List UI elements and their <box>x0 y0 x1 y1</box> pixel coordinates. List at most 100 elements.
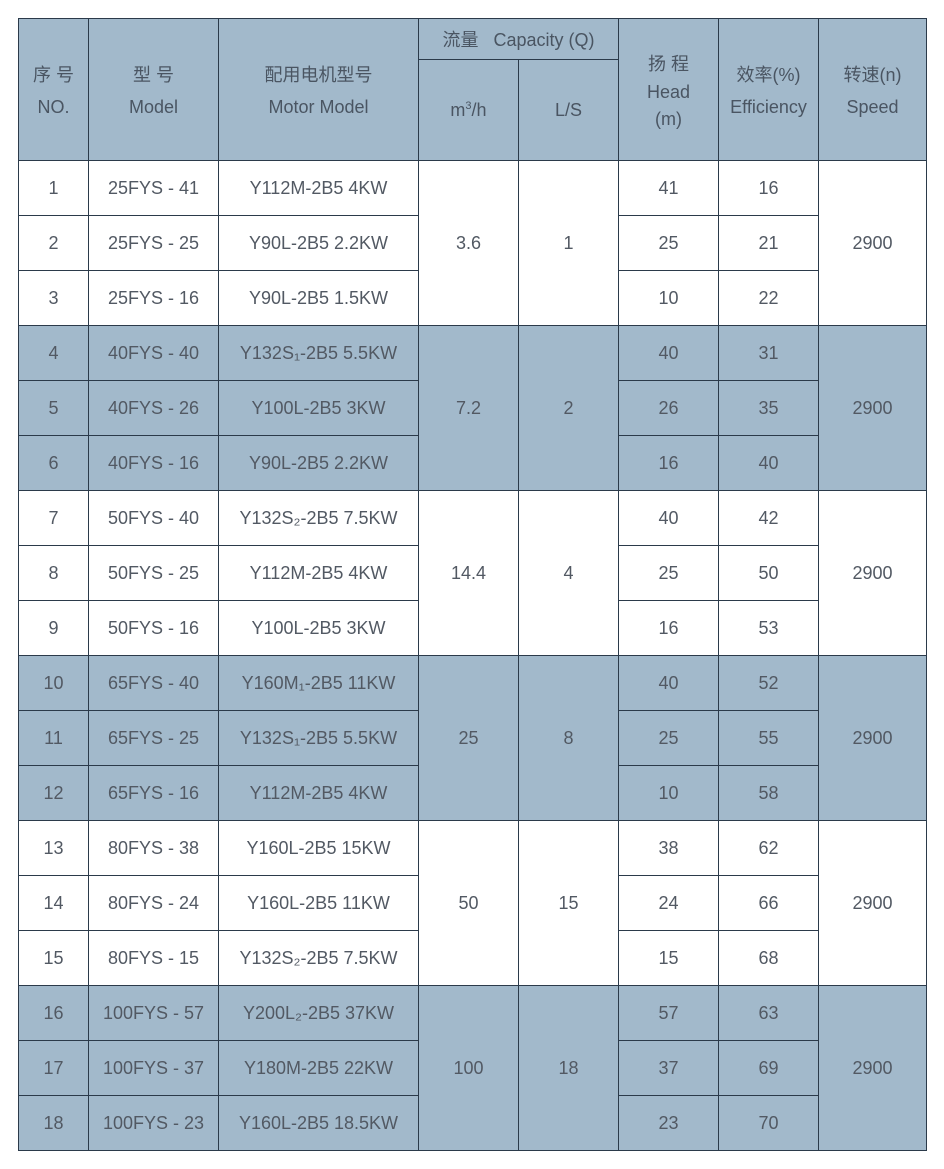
cell-head: 10 <box>619 766 719 821</box>
cell-motor: Y90L-2B5 1.5KW <box>219 271 419 326</box>
cell-no: 5 <box>19 381 89 436</box>
th-model-cn: 型 号 <box>89 61 218 87</box>
cell-no: 2 <box>19 216 89 271</box>
cell-head: 15 <box>619 931 719 986</box>
cell-eff: 42 <box>719 491 819 546</box>
cell-head: 57 <box>619 986 719 1041</box>
cell-m3h: 14.4 <box>419 491 519 656</box>
cell-speed: 2900 <box>819 986 927 1151</box>
th-speed-en: Speed <box>819 97 926 118</box>
th-model-en: Model <box>89 97 218 118</box>
th-speed: 转速(n) Speed <box>819 19 927 161</box>
cell-motor: Y180M-2B5 22KW <box>219 1041 419 1096</box>
th-capacity: 流量 Capacity (Q) <box>419 19 619 60</box>
cell-m3h: 50 <box>419 821 519 986</box>
cell-speed: 2900 <box>819 326 927 491</box>
th-no-cn: 序 号 <box>19 61 88 87</box>
cell-model: 50FYS - 25 <box>89 546 219 601</box>
cell-model: 100FYS - 57 <box>89 986 219 1041</box>
cell-eff: 21 <box>719 216 819 271</box>
cell-motor: Y132S₂-2B5 7.5KW <box>219 931 419 986</box>
cell-eff: 16 <box>719 161 819 216</box>
th-speed-cn: 转速(n) <box>819 61 926 87</box>
cell-head: 37 <box>619 1041 719 1096</box>
cell-head: 10 <box>619 271 719 326</box>
cell-eff: 22 <box>719 271 819 326</box>
cell-motor: Y90L-2B5 2.2KW <box>219 436 419 491</box>
cell-model: 40FYS - 16 <box>89 436 219 491</box>
cell-eff: 68 <box>719 931 819 986</box>
cell-ls: 8 <box>519 656 619 821</box>
cell-no: 17 <box>19 1041 89 1096</box>
cell-no: 10 <box>19 656 89 711</box>
cell-no: 14 <box>19 876 89 931</box>
cell-eff: 63 <box>719 986 819 1041</box>
cell-ls: 1 <box>519 161 619 326</box>
th-capacity-en: Capacity (Q) <box>494 30 595 50</box>
cell-ls: 4 <box>519 491 619 656</box>
cell-speed: 2900 <box>819 161 927 326</box>
cell-model: 65FYS - 25 <box>89 711 219 766</box>
cell-motor: Y132S₁-2B5 5.5KW <box>219 326 419 381</box>
th-model: 型 号 Model <box>89 19 219 161</box>
cell-model: 40FYS - 40 <box>89 326 219 381</box>
cell-eff: 62 <box>719 821 819 876</box>
th-no: 序 号 NO. <box>19 19 89 161</box>
cell-motor: Y90L-2B5 2.2KW <box>219 216 419 271</box>
cell-model: 80FYS - 38 <box>89 821 219 876</box>
cell-no: 13 <box>19 821 89 876</box>
cell-eff: 53 <box>719 601 819 656</box>
cell-head: 25 <box>619 216 719 271</box>
th-ls: L/S <box>519 60 619 161</box>
cell-no: 6 <box>19 436 89 491</box>
th-capacity-cn: 流量 <box>442 30 478 50</box>
cell-model: 80FYS - 15 <box>89 931 219 986</box>
th-motor: 配用电机型号 Motor Model <box>219 19 419 161</box>
cell-model: 25FYS - 41 <box>89 161 219 216</box>
cell-model: 50FYS - 16 <box>89 601 219 656</box>
cell-speed: 2900 <box>819 656 927 821</box>
cell-motor: Y132S₂-2B5 7.5KW <box>219 491 419 546</box>
cell-eff: 50 <box>719 546 819 601</box>
table-row: 440FYS - 40Y132S₁-2B5 5.5KW7.2240312900 <box>19 326 927 381</box>
cell-no: 3 <box>19 271 89 326</box>
cell-speed: 2900 <box>819 491 927 656</box>
th-head-unit: (m) <box>619 109 718 130</box>
cell-m3h: 25 <box>419 656 519 821</box>
cell-head: 38 <box>619 821 719 876</box>
cell-model: 50FYS - 40 <box>89 491 219 546</box>
table-row: 750FYS - 40Y132S₂-2B5 7.5KW14.4440422900 <box>19 491 927 546</box>
cell-head: 26 <box>619 381 719 436</box>
cell-head: 40 <box>619 491 719 546</box>
cell-motor: Y132S₁-2B5 5.5KW <box>219 711 419 766</box>
table-row: 125FYS - 41Y112M-2B5 4KW3.6141162900 <box>19 161 927 216</box>
table-row: 1065FYS - 40Y160M₁-2B5 11KW25840522900 <box>19 656 927 711</box>
cell-model: 25FYS - 25 <box>89 216 219 271</box>
cell-motor: Y100L-2B5 3KW <box>219 381 419 436</box>
cell-head: 25 <box>619 546 719 601</box>
cell-model: 65FYS - 16 <box>89 766 219 821</box>
th-eff: 效率(%) Efficiency <box>719 19 819 161</box>
cell-eff: 58 <box>719 766 819 821</box>
cell-motor: Y160M₁-2B5 11KW <box>219 656 419 711</box>
cell-motor: Y112M-2B5 4KW <box>219 546 419 601</box>
cell-head: 40 <box>619 326 719 381</box>
cell-motor: Y100L-2B5 3KW <box>219 601 419 656</box>
cell-motor: Y200L₂-2B5 37KW <box>219 986 419 1041</box>
th-eff-en: Efficiency <box>719 97 818 118</box>
cell-eff: 35 <box>719 381 819 436</box>
cell-no: 1 <box>19 161 89 216</box>
cell-no: 7 <box>19 491 89 546</box>
cell-eff: 40 <box>719 436 819 491</box>
cell-head: 16 <box>619 601 719 656</box>
th-head: 扬 程 Head (m) <box>619 19 719 161</box>
table-head: 序 号 NO. 型 号 Model 配用电机型号 Motor Model 流量 … <box>19 19 927 161</box>
th-no-en: NO. <box>19 97 88 118</box>
cell-head: 25 <box>619 711 719 766</box>
cell-eff: 66 <box>719 876 819 931</box>
th-motor-cn: 配用电机型号 <box>219 61 418 87</box>
cell-motor: Y112M-2B5 4KW <box>219 766 419 821</box>
cell-head: 24 <box>619 876 719 931</box>
cell-no: 8 <box>19 546 89 601</box>
th-motor-en: Motor Model <box>219 97 418 118</box>
